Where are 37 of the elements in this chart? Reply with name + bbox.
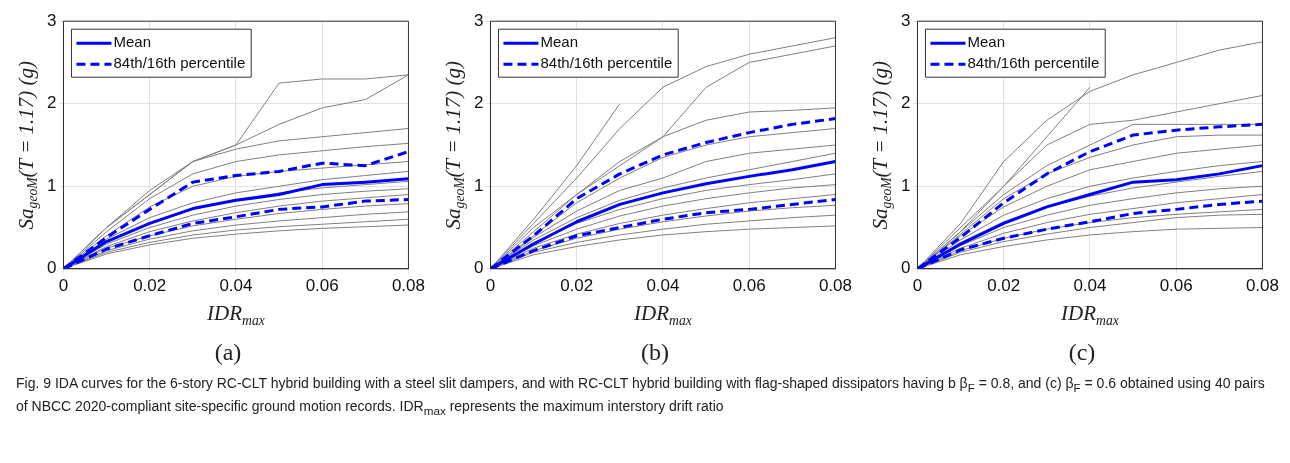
x-tick-label: 0.02 [560, 275, 594, 295]
x-tick-label: 0.02 [987, 275, 1021, 295]
x-tick-label: 0.04 [219, 275, 253, 295]
y-tick-label: 2 [473, 93, 484, 113]
y-tick-label: 1 [46, 175, 57, 195]
text: (c) [1068, 338, 1096, 365]
legend-label: Mean [540, 33, 578, 51]
text: (b) [641, 338, 669, 365]
y-tick-label: 1 [900, 175, 911, 195]
x-tick-label: 0.06 [732, 275, 766, 295]
y-tick-label: 1 [473, 175, 484, 195]
legend-label: Mean [113, 33, 151, 51]
x-tick-label: 0.04 [1073, 275, 1107, 295]
y-axis-title: SageoM(T = 1.17) (g) [440, 60, 468, 230]
x-tick-label: 0.02 [133, 275, 167, 295]
x-tick-label: 0.08 [818, 275, 852, 295]
y-tick-label: 0 [900, 258, 911, 278]
y-tick-label: 2 [46, 93, 57, 113]
y-axis-title: SageoM(T = 1.17) (g) [13, 60, 41, 230]
text: Fig. 9 IDA curves for the 6-story RC-CLT hybrid building with a steel slit dampers, and with RC-CLT hybrid building with flag-shaped dissipators having b β$_{F}$ = 0.8, and (c) β$_{F}$ = 0.6 obtained using 40 pairs of NBCC 2020-compliant site-specific ground motion records. IDR$_{max}$ represents the maximum interstory drift ratio [16, 375, 1265, 417]
y-tick-label: 3 [900, 10, 911, 30]
y-tick-label: 0 [473, 258, 484, 278]
text: (a) [214, 338, 242, 365]
y-axis-title: SageoM(T = 1.17) (g) [867, 60, 895, 230]
y-tick-label: 3 [473, 10, 484, 30]
y-tick-label: 3 [46, 10, 57, 30]
legend-label: 84th/16th percentile [113, 54, 246, 72]
x-tick-label: 0.06 [305, 275, 339, 295]
y-tick-label: 2 [900, 93, 911, 113]
x-tick-label: 0.08 [391, 275, 425, 295]
y-tick-label: 0 [46, 258, 57, 278]
x-tick-label: 0.06 [1159, 275, 1193, 295]
legend-label: Mean [967, 33, 1005, 51]
legend-label: 84th/16th percentile [967, 54, 1100, 72]
x-tick-label: 0.04 [646, 275, 680, 295]
legend-label: 84th/16th percentile [540, 54, 673, 72]
x-tick-label: 0.08 [1245, 275, 1279, 295]
